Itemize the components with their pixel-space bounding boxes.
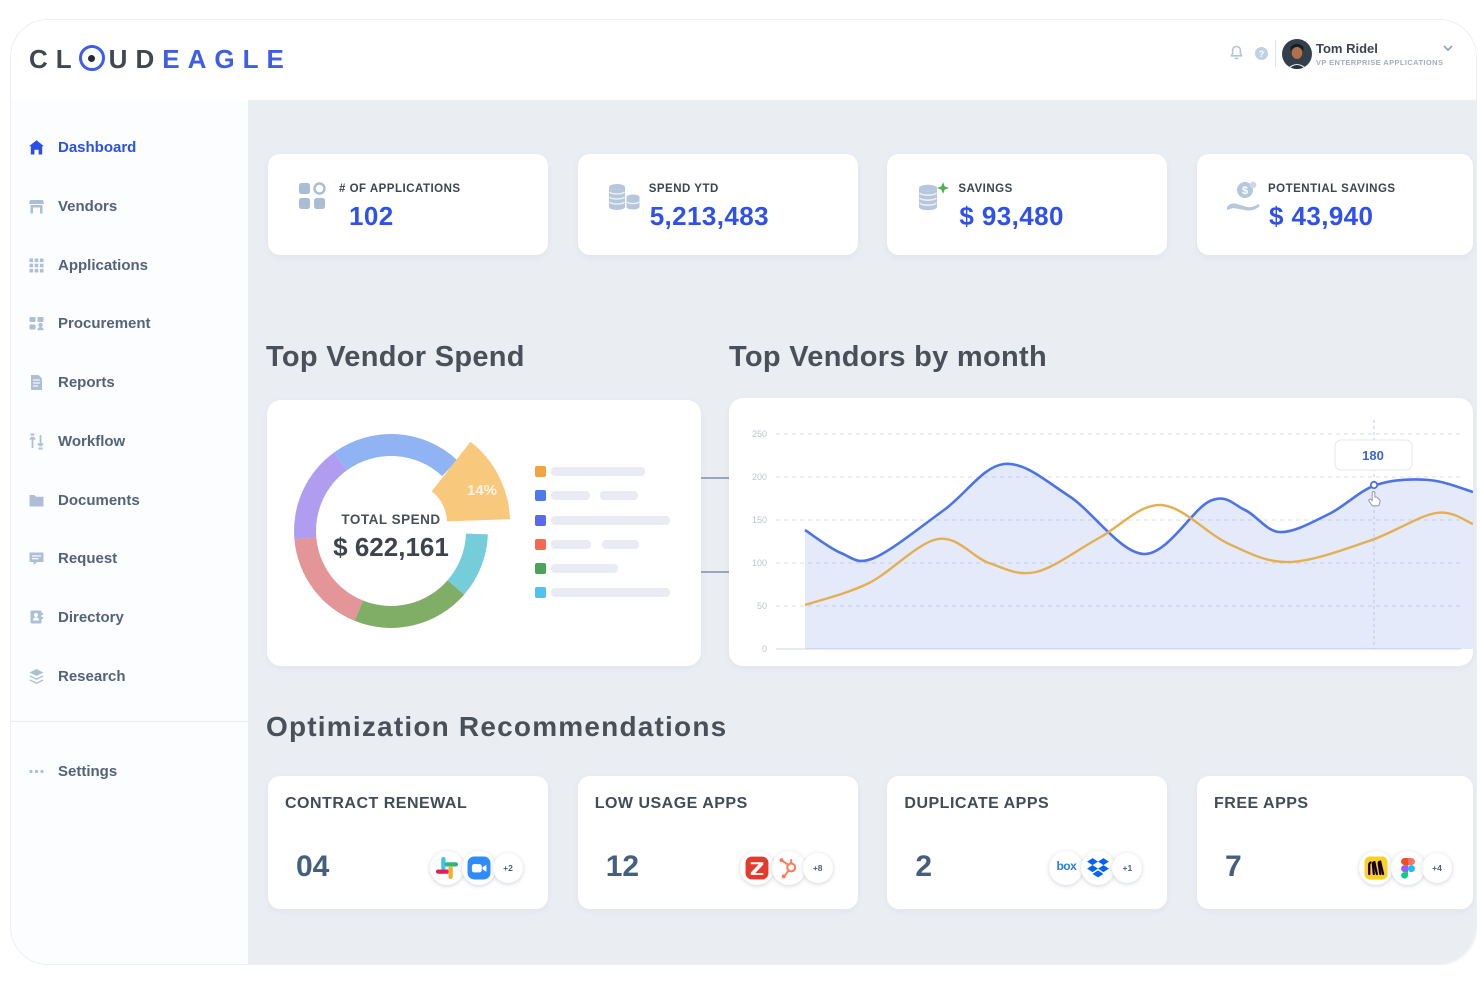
svg-text:180: 180 [1362,448,1384,463]
svg-text:$: $ [1242,185,1248,197]
svg-text:250: 250 [752,429,767,439]
svg-text:14%: 14% [467,482,497,499]
svg-text:100: 100 [752,558,767,568]
svg-text:TOTAL SPEND: TOTAL SPEND [341,512,440,527]
svg-text:$ 622,161: $ 622,161 [333,532,449,562]
svg-text:50: 50 [757,601,767,611]
svg-text:150: 150 [752,515,767,525]
svg-text:200: 200 [752,472,767,482]
svg-text:0: 0 [762,644,767,654]
